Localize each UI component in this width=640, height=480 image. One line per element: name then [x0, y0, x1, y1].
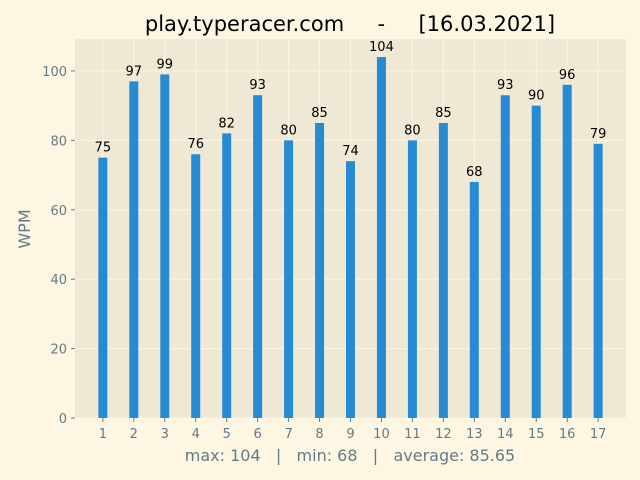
bar [191, 154, 201, 418]
x-tick-label: 17 [590, 427, 607, 442]
bar-value-label: 85 [311, 106, 328, 121]
bars [98, 57, 603, 419]
bar [315, 122, 325, 418]
bar [469, 181, 479, 418]
y-axis-label: WPM [15, 209, 34, 248]
bar [500, 95, 510, 418]
bar-value-label: 104 [369, 40, 394, 55]
chart-title: play.typeracer.com - [16.03.2021] [145, 12, 555, 36]
bar-value-label: 68 [466, 165, 483, 180]
bar-value-label: 93 [249, 78, 266, 93]
y-tick-label: 20 [50, 343, 67, 358]
bar-labels: 75 97 99 76 82 93 80 85 74 104 80 85 68 93 90 96 79 [95, 40, 607, 180]
x-tick-label: 14 [497, 427, 514, 442]
bar [160, 74, 170, 419]
x-tick-label: 6 [253, 427, 261, 442]
y-tick-label: 0 [59, 412, 67, 427]
bar-value-label: 99 [156, 57, 173, 72]
bar-value-label: 80 [280, 123, 297, 138]
bar [98, 157, 108, 418]
y-tick-label: 40 [50, 273, 67, 288]
bar [376, 57, 386, 419]
bar-value-label: 90 [528, 89, 545, 104]
bar [531, 105, 541, 418]
x-tick-label: 4 [192, 427, 200, 442]
bar [407, 140, 417, 418]
bar [284, 140, 294, 418]
x-tick-label: 15 [528, 427, 545, 442]
x-tick-label: 12 [435, 427, 452, 442]
bar [222, 133, 232, 418]
x-ticks: 1 2 3 4 5 6 7 8 9 10 11 12 13 14 15 16 17 [99, 418, 607, 442]
x-tick-label: 5 [223, 427, 231, 442]
x-tick-label: 10 [373, 427, 390, 442]
x-tick-label: 9 [346, 427, 354, 442]
bar-value-label: 93 [497, 78, 514, 93]
bar-value-label: 74 [342, 144, 359, 159]
y-tick-label: 80 [50, 134, 67, 149]
x-tick-label: 7 [284, 427, 292, 442]
x-axis-label: max: 104 | min: 68 | average: 85.65 [185, 446, 515, 465]
bar [129, 81, 139, 418]
x-tick-label: 16 [559, 427, 576, 442]
bar-value-label: 75 [95, 141, 112, 156]
bar-value-label: 97 [126, 64, 143, 79]
bar-value-label: 80 [404, 123, 421, 138]
bar-value-label: 76 [187, 137, 204, 152]
bar-value-label: 82 [218, 116, 235, 131]
bar [438, 122, 448, 418]
bar [593, 143, 603, 419]
y-tick-label: 60 [50, 204, 67, 219]
x-tick-label: 1 [99, 427, 107, 442]
x-tick-label: 13 [466, 427, 483, 442]
y-ticks: 0 20 40 60 80 100 [42, 65, 75, 427]
x-tick-label: 3 [161, 427, 169, 442]
bar-value-label: 79 [590, 127, 607, 142]
y-tick-label: 100 [42, 65, 67, 80]
bar [346, 161, 355, 418]
x-tick-label: 11 [404, 427, 421, 442]
bar [253, 95, 263, 418]
bar [562, 84, 572, 419]
x-tick-label: 8 [315, 427, 323, 442]
bar-value-label: 85 [435, 106, 452, 121]
bar-value-label: 96 [559, 68, 576, 83]
x-tick-label: 2 [130, 427, 138, 442]
